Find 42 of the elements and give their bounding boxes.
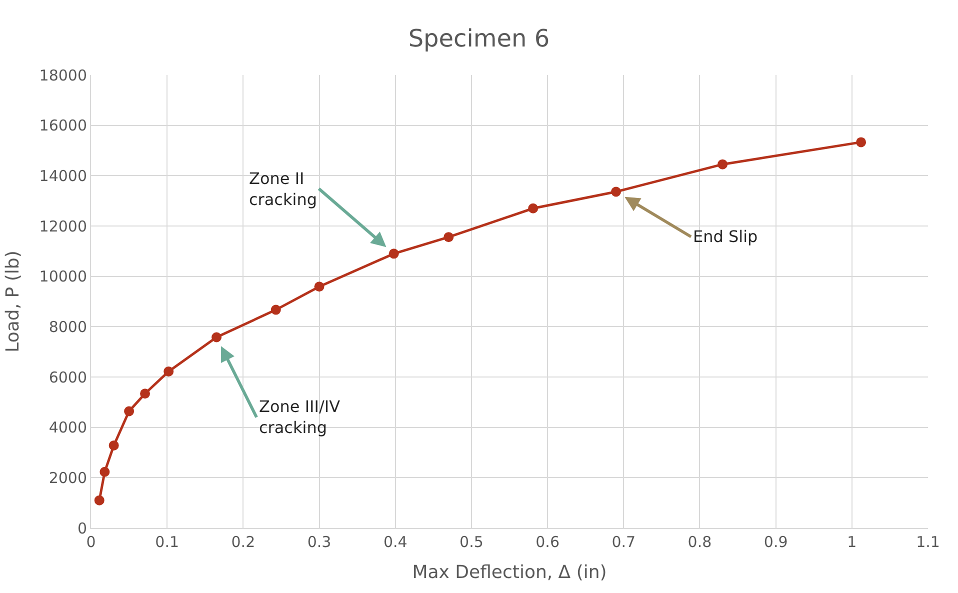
x-tick-label: 0.7 bbox=[612, 533, 636, 551]
x-tick-label: 0.4 bbox=[383, 533, 408, 551]
point bbox=[108, 440, 119, 450]
point bbox=[611, 186, 622, 197]
point bbox=[528, 203, 538, 214]
y-tick-label: 0 bbox=[77, 519, 87, 538]
point bbox=[856, 137, 866, 148]
point bbox=[164, 366, 174, 376]
x-tick-label: 0.1 bbox=[155, 533, 180, 551]
annotation: Zone II cracking bbox=[249, 169, 317, 209]
x-tick-label: 0.6 bbox=[536, 533, 560, 551]
y-tick-label: 16000 bbox=[39, 116, 87, 135]
y-tick-label: 2000 bbox=[48, 468, 87, 487]
point bbox=[444, 232, 454, 242]
annotation: End Slip bbox=[693, 227, 758, 246]
point bbox=[140, 388, 150, 399]
x-tick-label: 0.2 bbox=[231, 533, 256, 551]
y-tick-label: 10000 bbox=[39, 268, 87, 286]
chart-title: Specimen 6 bbox=[408, 24, 550, 52]
x-tick-label: 1.1 bbox=[916, 533, 940, 551]
point bbox=[718, 159, 728, 170]
y-tick-label: 6000 bbox=[48, 368, 87, 386]
x-tick-label: 1 bbox=[847, 533, 857, 551]
point bbox=[270, 304, 281, 315]
y-axis-title: Load, P (lb) bbox=[2, 250, 24, 352]
point bbox=[100, 466, 110, 477]
x-axis-title: Max Deflection, Δ (in) bbox=[412, 562, 607, 584]
x-tick-label: 0.8 bbox=[688, 533, 712, 551]
x-tick-label: 0.9 bbox=[764, 533, 788, 551]
y-tick-label: 14000 bbox=[39, 166, 87, 185]
point bbox=[212, 332, 222, 342]
y-tick-label: 12000 bbox=[39, 217, 87, 236]
point bbox=[314, 282, 324, 292]
point bbox=[388, 248, 399, 259]
x-tick-label: 0.5 bbox=[460, 533, 484, 551]
y-tick-label: 18000 bbox=[39, 66, 87, 84]
annotation: Zone III/IV cracking bbox=[259, 397, 340, 437]
x-tick-label: 0.3 bbox=[307, 533, 332, 551]
y-tick-label: 8000 bbox=[48, 318, 87, 336]
point bbox=[124, 406, 134, 416]
point bbox=[94, 495, 104, 506]
y-tick-label: 4000 bbox=[48, 418, 87, 437]
